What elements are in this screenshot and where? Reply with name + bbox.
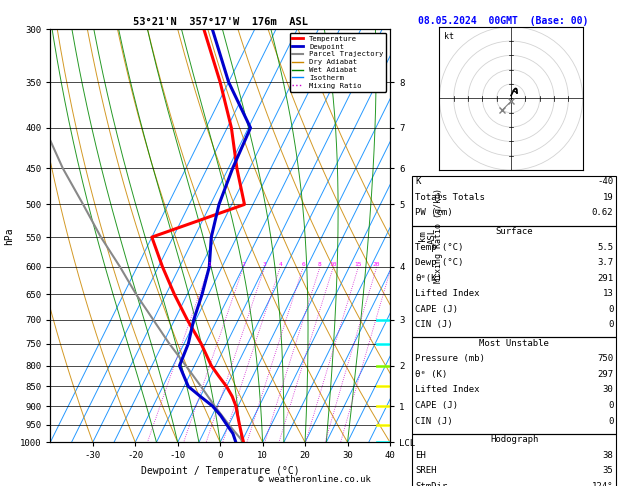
Text: 0: 0 [608,320,613,330]
Text: K: K [415,177,421,187]
Text: 15: 15 [355,262,362,267]
Text: kt: kt [443,33,454,41]
Text: StmDir: StmDir [415,482,447,486]
Text: CAPE (J): CAPE (J) [415,305,458,314]
Text: -40: -40 [597,177,613,187]
Y-axis label: hPa: hPa [4,227,14,244]
Text: 10: 10 [330,262,337,267]
Text: CIN (J): CIN (J) [415,320,453,330]
Text: 13: 13 [603,289,613,298]
Text: 30: 30 [603,385,613,395]
Text: 0.62: 0.62 [592,208,613,218]
Text: 19: 19 [603,193,613,202]
Text: Hodograph: Hodograph [490,435,538,444]
Text: 38: 38 [603,451,613,460]
Text: Lifted Index: Lifted Index [415,289,480,298]
Text: 3.7: 3.7 [597,258,613,267]
Text: 8: 8 [318,262,322,267]
Text: Pressure (mb): Pressure (mb) [415,354,485,364]
Text: Temp (°C): Temp (°C) [415,243,464,252]
X-axis label: Dewpoint / Temperature (°C): Dewpoint / Temperature (°C) [141,466,299,476]
Text: 08.05.2024  00GMT  (Base: 00): 08.05.2024 00GMT (Base: 00) [418,16,589,26]
Text: 124°: 124° [592,482,613,486]
Text: © weatheronline.co.uk: © weatheronline.co.uk [258,474,371,484]
Text: Lifted Index: Lifted Index [415,385,480,395]
Text: CIN (J): CIN (J) [415,417,453,426]
Text: Most Unstable: Most Unstable [479,339,549,348]
Text: 6: 6 [301,262,305,267]
Text: Dewp (°C): Dewp (°C) [415,258,464,267]
Text: 20: 20 [373,262,381,267]
Legend: Temperature, Dewpoint, Parcel Trajectory, Dry Adiabat, Wet Adiabat, Isotherm, Mi: Temperature, Dewpoint, Parcel Trajectory… [289,33,386,92]
Text: 5.5: 5.5 [597,243,613,252]
Text: 2: 2 [242,262,245,267]
Text: 3: 3 [263,262,267,267]
Title: 53°21'N  357°17'W  176m  ASL: 53°21'N 357°17'W 176m ASL [133,17,308,27]
Text: 1: 1 [207,262,211,267]
Text: PW (cm): PW (cm) [415,208,453,218]
Text: CAPE (J): CAPE (J) [415,401,458,410]
Y-axis label: km
ASL: km ASL [418,227,437,244]
Text: Mixing Ratio (g/kg): Mixing Ratio (g/kg) [434,188,443,283]
Text: 750: 750 [597,354,613,364]
Text: 4: 4 [279,262,282,267]
Text: 297: 297 [597,370,613,379]
Text: 291: 291 [597,274,613,283]
Text: 0: 0 [608,401,613,410]
Text: Totals Totals: Totals Totals [415,193,485,202]
Text: θᵉ (K): θᵉ (K) [415,370,447,379]
Text: θᵉ(K): θᵉ(K) [415,274,442,283]
Text: Surface: Surface [496,227,533,236]
Text: EH: EH [415,451,426,460]
Text: 0: 0 [608,305,613,314]
Text: SREH: SREH [415,466,437,475]
Text: 35: 35 [603,466,613,475]
Text: 0: 0 [608,417,613,426]
